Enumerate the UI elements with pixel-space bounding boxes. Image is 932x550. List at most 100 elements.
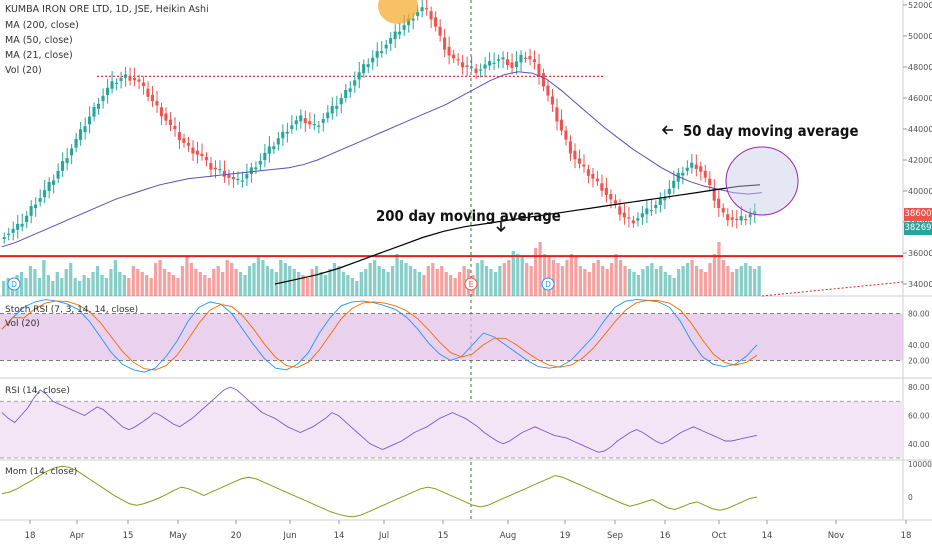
volume-bar bbox=[252, 263, 256, 296]
candle-body bbox=[537, 63, 541, 76]
candle-body bbox=[326, 112, 330, 119]
volume-bar bbox=[417, 272, 422, 296]
volume-bar bbox=[265, 266, 270, 296]
volume-bar bbox=[332, 263, 337, 296]
price-tick-label: 52000 bbox=[908, 1, 932, 10]
volume-bar bbox=[610, 263, 614, 296]
volume-bar bbox=[627, 269, 632, 296]
volume-bar bbox=[6, 278, 10, 296]
volume-bar bbox=[180, 266, 185, 296]
volume-bar bbox=[73, 278, 77, 296]
candle-body bbox=[609, 194, 613, 200]
mom-tick-label: 0 bbox=[908, 493, 913, 502]
volume-bar bbox=[735, 269, 739, 296]
candle-body bbox=[272, 146, 276, 150]
candle-body bbox=[618, 206, 622, 215]
volume-bar bbox=[283, 263, 287, 296]
candle-body bbox=[514, 61, 519, 67]
time-tick-label: 18 bbox=[901, 531, 912, 541]
ma50-legend: MA (50, close) bbox=[5, 35, 73, 46]
candle-body bbox=[173, 125, 177, 130]
candle-body bbox=[321, 119, 325, 123]
candle-body bbox=[276, 138, 280, 145]
candle-body bbox=[16, 223, 20, 230]
candle-body bbox=[155, 101, 159, 106]
volume-bar bbox=[60, 278, 64, 296]
volume-bar bbox=[413, 269, 417, 296]
candle-body bbox=[496, 59, 501, 61]
volume-bar bbox=[131, 266, 135, 296]
candle-body bbox=[294, 120, 298, 125]
candle-body bbox=[393, 31, 397, 40]
volume-bar bbox=[542, 254, 547, 296]
candle-body bbox=[469, 66, 474, 68]
volume-bar bbox=[37, 278, 42, 296]
volume-bar bbox=[534, 248, 538, 296]
candle-body bbox=[744, 218, 748, 221]
volume-bar bbox=[194, 269, 198, 296]
volume-bar bbox=[28, 266, 33, 296]
candle-body bbox=[245, 173, 249, 179]
candle-body bbox=[505, 59, 510, 66]
candle-body bbox=[186, 142, 190, 146]
rsi-tick-label: 40.00 bbox=[908, 440, 930, 449]
candle-body bbox=[604, 187, 608, 196]
volume-bar bbox=[748, 266, 752, 296]
volume-bar bbox=[306, 278, 310, 296]
candle-body bbox=[132, 77, 137, 81]
candle-body bbox=[128, 76, 132, 81]
candle-body bbox=[568, 141, 572, 154]
volume-bar bbox=[185, 257, 189, 296]
candle-body bbox=[119, 77, 123, 81]
candle-body bbox=[402, 25, 406, 30]
volume-bar bbox=[216, 266, 220, 296]
candle-body bbox=[61, 161, 65, 171]
stoch-tick-label: 40.00 bbox=[908, 341, 930, 350]
volume-bar bbox=[654, 269, 658, 296]
volume-bar bbox=[2, 281, 6, 296]
volume-bar bbox=[145, 275, 149, 296]
volume-bar bbox=[484, 266, 489, 296]
candle-body bbox=[380, 51, 384, 54]
candle-body bbox=[627, 217, 631, 219]
candle-body bbox=[299, 115, 303, 122]
candle-body bbox=[254, 167, 258, 170]
price-tick-label: 46000 bbox=[908, 94, 932, 103]
candle-body bbox=[87, 116, 92, 125]
candle-body bbox=[240, 180, 244, 182]
trend-projection-line bbox=[761, 281, 904, 297]
candle-body bbox=[416, 12, 420, 16]
candle-body bbox=[96, 103, 101, 109]
candle-body bbox=[456, 59, 460, 61]
volume-bar bbox=[694, 266, 699, 296]
volume-bar bbox=[601, 266, 605, 296]
volume-bar bbox=[198, 272, 202, 296]
candle-body bbox=[227, 173, 231, 178]
candle-body bbox=[681, 172, 685, 176]
volume-bar bbox=[292, 269, 296, 296]
volume-bar bbox=[717, 242, 721, 296]
candle-body bbox=[353, 80, 357, 86]
event-marker-label: D bbox=[545, 280, 551, 289]
volume-bar bbox=[712, 254, 717, 296]
candle-body bbox=[204, 156, 208, 161]
volume-bar bbox=[127, 278, 131, 296]
volume-bar bbox=[462, 266, 466, 296]
volume-bar bbox=[560, 266, 565, 296]
candle-body bbox=[344, 89, 348, 98]
volume-bar bbox=[104, 278, 109, 296]
volume-bar bbox=[498, 266, 502, 296]
volume-bar bbox=[565, 260, 569, 296]
candle-body bbox=[38, 198, 42, 202]
volume-bar bbox=[739, 266, 743, 296]
volume-bar bbox=[234, 269, 238, 296]
candle-body bbox=[20, 223, 24, 227]
candle-body bbox=[92, 106, 96, 117]
candle-body bbox=[425, 8, 429, 10]
candle-body bbox=[7, 233, 11, 235]
candle-body bbox=[622, 212, 626, 218]
volume-bar bbox=[373, 260, 377, 296]
volume-bar bbox=[46, 275, 50, 296]
candle-body bbox=[465, 65, 469, 67]
